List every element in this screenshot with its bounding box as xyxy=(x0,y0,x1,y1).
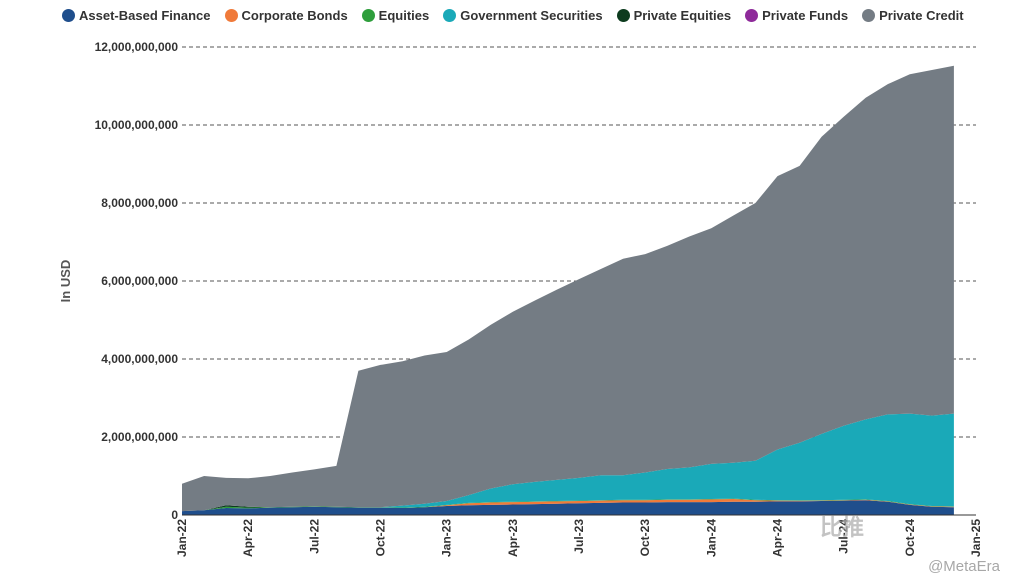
x-tick-label: Jul-22 xyxy=(307,519,321,554)
legend-swatch xyxy=(862,9,876,22)
legend-item[interactable]: Corporate Bonds xyxy=(224,8,348,23)
legend-label: Private Equities xyxy=(633,8,732,23)
area-government-securities xyxy=(182,413,954,512)
watermark-handle: @MetaEra xyxy=(928,558,1000,575)
x-tick-label: Jul-24 xyxy=(837,519,851,554)
legend-label: Asset-Based Finance xyxy=(79,8,211,23)
legend-label: Equities xyxy=(378,8,430,23)
y-tick-label: 12,000,000,000 xyxy=(95,40,179,54)
x-tick-label: Apr-23 xyxy=(506,519,520,557)
x-tick-label: Oct-22 xyxy=(374,519,388,557)
legend-label: Government Securities xyxy=(460,8,603,23)
legend-swatch xyxy=(745,9,759,22)
legend-label: Corporate Bonds xyxy=(241,8,348,23)
y-tick-label: 2,000,000,000 xyxy=(101,430,178,444)
legend-label: Private Credit xyxy=(879,8,964,23)
area-asset-based-finance xyxy=(182,500,954,515)
legend-item[interactable]: Private Credit xyxy=(862,8,964,23)
legend-swatch xyxy=(361,9,375,22)
legend-swatch xyxy=(62,9,75,22)
legend-swatch xyxy=(616,9,630,22)
y-tick-label: 8,000,000,000 xyxy=(101,196,178,210)
legend-label: Private Funds xyxy=(762,8,849,23)
x-tick-label: Jan-23 xyxy=(440,519,454,557)
x-tick-label: Jan-22 xyxy=(175,519,189,557)
legend-item[interactable]: Equities xyxy=(361,8,430,23)
area-private-credit xyxy=(182,65,954,512)
y-tick-label: 4,000,000,000 xyxy=(101,352,178,366)
legend-swatch xyxy=(443,9,457,22)
y-tick-label: 10,000,000,000 xyxy=(95,118,179,132)
legend-item[interactable]: Private Funds xyxy=(745,8,848,23)
legend-swatch xyxy=(224,9,238,22)
x-tick-label: Apr-22 xyxy=(241,519,255,557)
x-tick-label: Jan-25 xyxy=(969,519,983,557)
x-tick-label: Jul-23 xyxy=(572,519,586,554)
x-tick-label: Apr-24 xyxy=(771,519,785,557)
watermark-logo: 比推 xyxy=(820,515,865,540)
y-tick-label: 0 xyxy=(171,508,178,522)
legend-item[interactable]: Asset-Based Finance xyxy=(62,8,211,23)
chart-legend: Asset-Based Finance Corporate Bonds Equiti… xyxy=(62,8,964,23)
x-tick-label: Oct-23 xyxy=(638,519,652,557)
area-equities xyxy=(182,498,954,512)
area-corporate-bonds xyxy=(182,499,954,512)
y-axis-title: In USD xyxy=(58,260,73,303)
x-tick-label: Jan-24 xyxy=(704,519,718,557)
x-tick-label: Oct-24 xyxy=(903,519,917,557)
legend-item[interactable]: Private Equities xyxy=(616,8,732,23)
y-tick-label: 6,000,000,000 xyxy=(101,274,178,288)
legend-item[interactable]: Government Securities xyxy=(443,8,603,23)
